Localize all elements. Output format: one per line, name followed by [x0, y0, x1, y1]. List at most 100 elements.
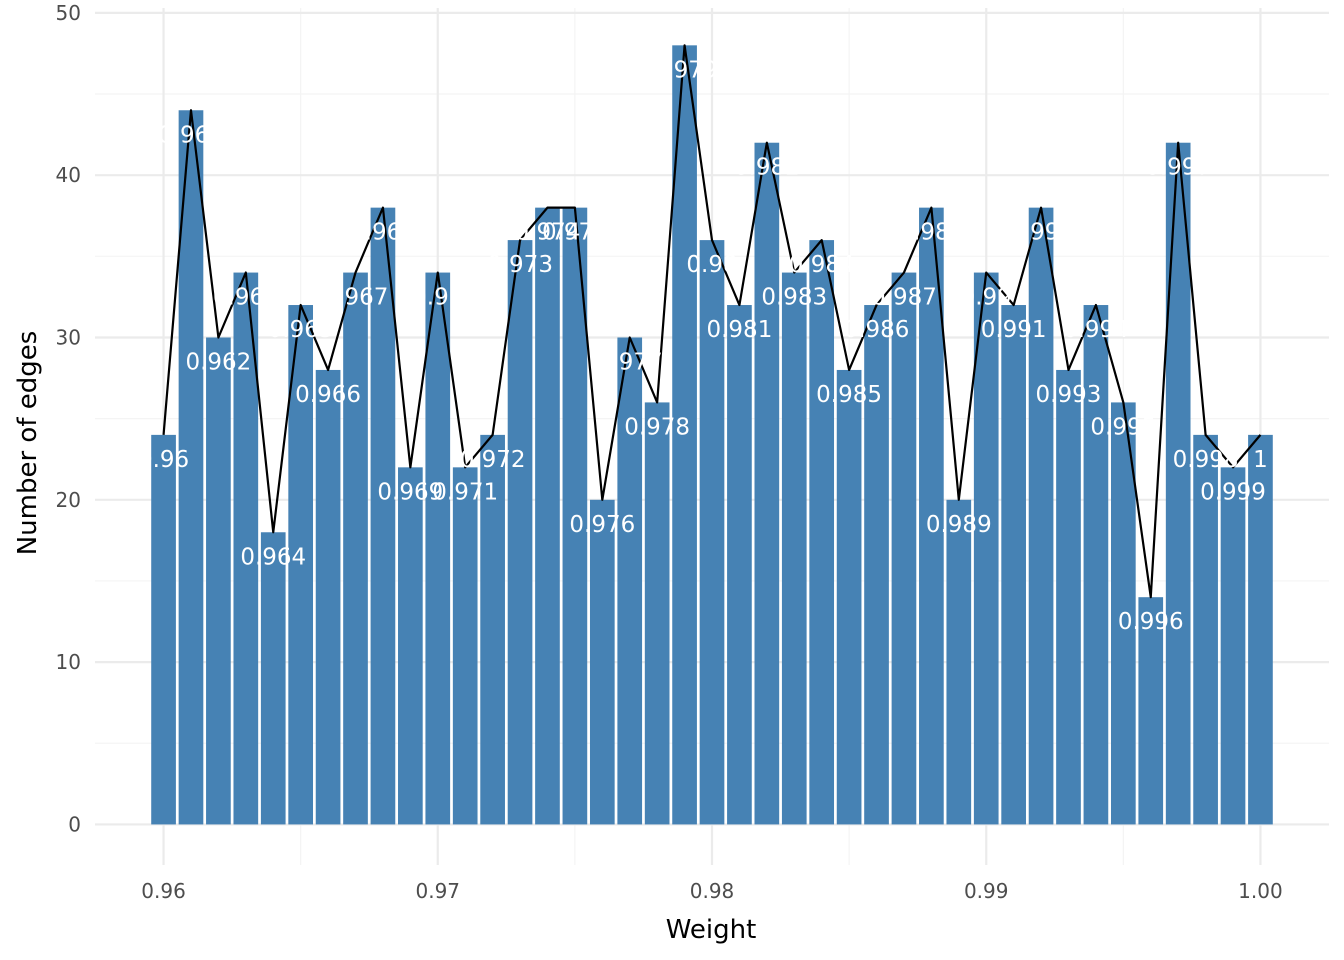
- bar: [1001, 305, 1026, 825]
- bar-value-label: 0.978: [624, 414, 690, 440]
- bar-value-label: 0.987: [871, 285, 937, 311]
- bar-value-label: 0.991: [981, 317, 1047, 343]
- bar: [809, 240, 835, 825]
- bar-value-label: 0.989: [926, 512, 992, 538]
- bar: [781, 272, 807, 825]
- bar: [452, 467, 478, 825]
- y-tick-label: 0: [68, 812, 81, 836]
- bar: [1193, 434, 1218, 825]
- bar: [864, 305, 889, 825]
- bar: [836, 369, 862, 825]
- bar-value-label: 0.981: [706, 317, 772, 343]
- bar: [644, 402, 670, 825]
- frequency-line-layer: [162, 44, 1262, 599]
- bar: [1083, 305, 1109, 825]
- bar: [754, 142, 780, 825]
- bar-value-label: 0.976: [569, 512, 635, 538]
- y-axis-title: Number of edges: [13, 331, 43, 556]
- bar: [480, 434, 505, 825]
- x-axis-title: Weight: [666, 915, 757, 945]
- x-tick-label: 0.98: [690, 879, 735, 903]
- bar-value-label: 0.964: [240, 544, 306, 570]
- bar: [891, 272, 917, 825]
- bar: [672, 45, 697, 825]
- y-tick-label: 30: [56, 325, 81, 349]
- x-tick-label: 1.00: [1238, 879, 1283, 903]
- bar-value-label: 0.988: [898, 220, 964, 246]
- bar-value-label: 0.995: [1090, 414, 1156, 440]
- x-tick-label: 0.96: [141, 879, 186, 903]
- bar-value-label: 0.99: [961, 285, 1012, 311]
- bar: [507, 240, 533, 825]
- bar: [973, 272, 999, 825]
- bar-value-label: 0.974: [515, 220, 581, 246]
- bar: [1248, 434, 1273, 825]
- bar: [206, 337, 231, 825]
- bar: [727, 305, 752, 825]
- bar-value-label: 0.971: [432, 479, 498, 505]
- bar-value-label: 0.994: [1063, 317, 1129, 343]
- bar-value-label: 0.999: [1200, 479, 1266, 505]
- bar: [1220, 467, 1246, 825]
- bar: [398, 467, 423, 825]
- bar-value-label: 0.982: [734, 155, 800, 181]
- bars-layer: [151, 45, 1273, 825]
- bar-value-label: 1: [1253, 447, 1268, 473]
- bar: [1028, 207, 1054, 825]
- bar: [1110, 402, 1136, 825]
- bar-value-label: 0.965: [268, 317, 334, 343]
- bar: [370, 207, 396, 825]
- y-tick-label: 50: [56, 1, 81, 25]
- bar: [589, 499, 615, 825]
- bar: [535, 207, 560, 825]
- bar-value-label: 0.969: [377, 479, 443, 505]
- bar: [919, 207, 944, 825]
- y-tick-label: 20: [56, 488, 81, 512]
- bar: [151, 434, 176, 825]
- bar-value-label: 0.997: [1145, 155, 1211, 181]
- bar: [233, 272, 259, 825]
- bar-value-label: 0.996: [1118, 609, 1184, 635]
- bar: [178, 110, 204, 825]
- bar-value-label: 0.973: [487, 252, 553, 278]
- bar-value-label: 0.966: [295, 382, 361, 408]
- bar: [699, 240, 725, 825]
- bar-value-label: 0.993: [1036, 382, 1102, 408]
- bar-value-label: 0.962: [185, 349, 251, 375]
- bar-value-label: 0.977: [597, 349, 663, 375]
- bar: [343, 272, 368, 825]
- bar: [315, 369, 341, 825]
- bar-value-label: 0.968: [350, 220, 416, 246]
- bar-value-label: 0.97: [412, 285, 463, 311]
- bar-value-label: 0.985: [816, 382, 882, 408]
- bar-labels-layer: 0.96 0.961 0.962 0.963 0.964 0.965 0.966 0.967 0…: [138, 57, 1268, 635]
- bar: [617, 337, 643, 825]
- bar: [260, 532, 286, 825]
- bar-value-label: 0.979: [652, 57, 718, 83]
- bar-value-label: 0.992: [1008, 220, 1074, 246]
- x-tick-label: 0.97: [416, 879, 461, 903]
- bar: [1165, 142, 1191, 825]
- bar-value-label: 0.961: [158, 122, 224, 148]
- x-tick-label: 0.99: [964, 879, 1009, 903]
- bar-value-label: 0.972: [460, 447, 526, 473]
- bar: [946, 499, 972, 825]
- bar-value-label: 0.963: [213, 285, 279, 311]
- bar-value-label: 0.975: [542, 220, 608, 246]
- bar: [425, 272, 451, 825]
- y-axis-ticks: 0 10 20 30 40 50: [56, 1, 81, 837]
- bar-value-label: 0.998: [1173, 447, 1239, 473]
- bar: [1138, 597, 1164, 825]
- bar: [288, 305, 314, 825]
- bar-value-label: 0.984: [789, 252, 855, 278]
- y-tick-label: 10: [56, 650, 81, 674]
- bar-value-label: 0.986: [844, 317, 910, 343]
- bar-value-label: 0.967: [323, 285, 389, 311]
- y-tick-label: 40: [56, 163, 81, 187]
- bar-value-label: 0.96: [138, 447, 189, 473]
- x-axis-ticks: 0.96 0.97 0.98 0.99 1.00: [141, 879, 1282, 903]
- bar-value-label: 0.983: [761, 285, 827, 311]
- bar: [1056, 369, 1081, 825]
- bar: [562, 207, 588, 825]
